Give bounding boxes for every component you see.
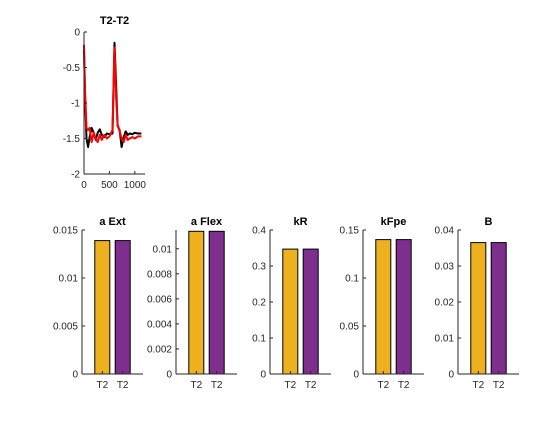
bar	[114, 240, 131, 375]
y-tick-label: -1.5	[63, 134, 81, 145]
y-tick-label: -1	[71, 99, 80, 110]
plot-title: kFpe	[381, 216, 407, 228]
y-tick-label: 0.01	[435, 334, 455, 345]
bar-plot-a-flex: a Flex T2 T2 0 0.002 0.004 0.006 0.008 0.01	[147, 216, 237, 391]
y-tick-label: 0.015	[53, 226, 78, 237]
y-tick-label: 0.2	[252, 298, 266, 309]
y-tick-label: 0	[353, 370, 359, 381]
x-tick-label: 1000	[124, 180, 147, 191]
plot-title: B	[485, 216, 493, 228]
y-tick-label: 0.01	[59, 274, 79, 285]
y-tick-label: 0.005	[53, 322, 78, 333]
y-tick-label: 0.002	[147, 344, 172, 355]
y-tick-label: 0.03	[435, 262, 455, 273]
y-tick-label: 0.15	[340, 226, 360, 237]
bar	[395, 239, 412, 375]
x-tick-label: T2	[377, 380, 389, 391]
y-tick-label: 0.1	[252, 334, 266, 345]
y-tick-label: 0	[166, 370, 172, 381]
bar-plot-kfpe: kFpe T2 T2 0 0.05 0.1 0.15	[340, 216, 424, 391]
bar	[302, 248, 319, 375]
plot-title: a Ext	[99, 216, 126, 228]
bar-plots-group: a Ext T2 T2 0 0.005 0.01 0.015 a Flex T2 T2 0 0.002…	[53, 216, 519, 391]
x-tick-label: T2	[117, 380, 129, 391]
y-tick-label: 0	[260, 370, 266, 381]
y-tick-label: 0.008	[147, 269, 172, 280]
plot-title: T2-T2	[100, 15, 129, 27]
y-tick-label: 0	[448, 370, 454, 381]
plot-title: kR	[293, 216, 307, 228]
x-tick-label: T2	[96, 380, 108, 391]
y-tick-label: 0.05	[340, 322, 360, 333]
bar-plot-a-ext: a Ext T2 T2 0 0.005 0.01 0.015	[53, 216, 143, 391]
x-tick-label: 500	[101, 180, 118, 191]
x-tick-label: T2	[211, 380, 223, 391]
series-line-1	[83, 44, 142, 144]
y-tick-label: 0.4	[252, 226, 266, 237]
x-tick-label: T2	[493, 380, 505, 391]
bar-plot-b: B T2 T2 0 0.01 0.02 0.03 0.04	[435, 216, 519, 391]
y-tick-label: 0.02	[435, 298, 455, 309]
plot-title: a Flex	[191, 216, 223, 228]
x-tick-label: 0	[81, 180, 87, 191]
bar	[490, 242, 507, 375]
x-tick-label: T2	[284, 380, 296, 391]
x-tick-label: T2	[305, 380, 317, 391]
y-tick-label: 0.3	[252, 262, 266, 273]
x-tick-label: T2	[398, 380, 410, 391]
y-tick-label: -0.5	[63, 63, 81, 74]
bar	[470, 242, 487, 375]
y-tick-label: 0.01	[153, 244, 173, 255]
y-tick-label: 0.04	[435, 226, 455, 237]
x-tick-label: T2	[472, 380, 484, 391]
bar	[188, 230, 205, 375]
y-tick-label: 0	[72, 370, 78, 381]
x-tick-label: T2	[190, 380, 202, 391]
y-tick-label: 0.006	[147, 294, 172, 305]
bar	[208, 230, 225, 375]
bar	[94, 240, 111, 375]
bar	[375, 239, 392, 375]
bar-plot-kr: kR T2 T2 0 0.1 0.2 0.3 0.4	[252, 216, 331, 391]
y-tick-label: -2	[71, 170, 80, 181]
y-tick-label: 0	[74, 28, 80, 39]
y-tick-label: 0.004	[147, 319, 172, 330]
line-plot-t2-t2: T2-T20-0.5-1-1.5-20 500 1000	[63, 15, 147, 191]
y-tick-label: 0.1	[345, 274, 359, 285]
bar	[282, 248, 299, 375]
